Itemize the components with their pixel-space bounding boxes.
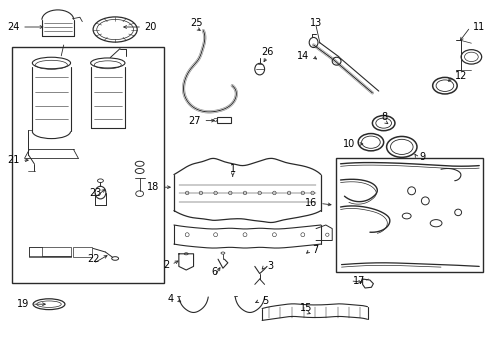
Text: 1: 1: [230, 164, 236, 174]
Bar: [217, 117, 231, 123]
Text: 21: 21: [7, 155, 20, 165]
Text: 9: 9: [419, 152, 425, 162]
Text: 2: 2: [163, 260, 169, 270]
Bar: [73, 247, 92, 257]
Text: 26: 26: [261, 47, 273, 57]
Text: 7: 7: [313, 245, 319, 255]
Text: 25: 25: [190, 18, 202, 28]
Text: 16: 16: [305, 198, 318, 208]
Text: 20: 20: [145, 22, 157, 32]
Text: 23: 23: [89, 188, 102, 198]
Text: 17: 17: [353, 276, 365, 286]
Text: 18: 18: [147, 182, 159, 192]
Text: 12: 12: [455, 71, 467, 81]
Text: 15: 15: [300, 303, 313, 313]
Text: 19: 19: [17, 299, 29, 309]
Bar: [29, 247, 71, 257]
Text: 24: 24: [7, 22, 20, 32]
Text: 6: 6: [212, 267, 218, 277]
Text: 27: 27: [188, 116, 201, 126]
Text: 8: 8: [382, 112, 388, 122]
Text: 3: 3: [267, 261, 273, 271]
Text: 4: 4: [168, 294, 174, 304]
Text: 10: 10: [343, 139, 355, 149]
Bar: [336, 158, 483, 272]
Text: 5: 5: [262, 296, 269, 306]
Text: 13: 13: [310, 18, 322, 28]
Text: 22: 22: [87, 254, 99, 264]
Text: 11: 11: [473, 22, 485, 32]
Text: 14: 14: [297, 51, 310, 61]
Bar: [12, 47, 164, 283]
